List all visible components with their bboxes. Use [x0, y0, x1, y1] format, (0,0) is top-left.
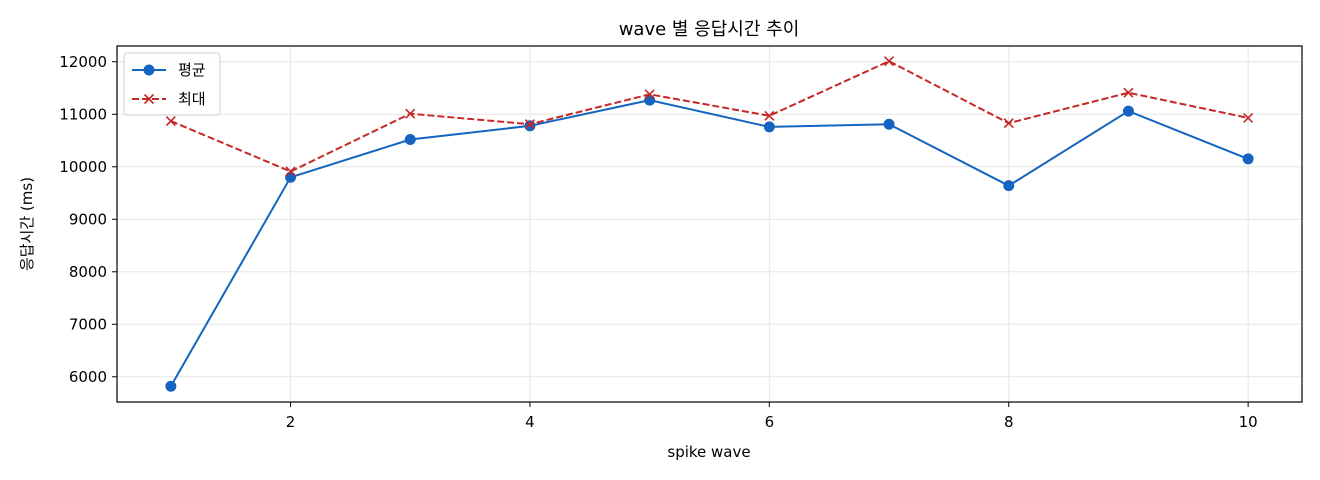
- series-line: [170, 60, 1249, 173]
- data-point: [1242, 153, 1254, 165]
- legend-entry: 평균: [132, 61, 206, 79]
- y-tick-label: 8000: [69, 263, 107, 281]
- y-tick-label: 12000: [59, 53, 107, 71]
- grid-lines: [117, 46, 1302, 402]
- x-axis: 2 4 6 8 10: [286, 402, 1258, 431]
- legend-marker: [143, 93, 155, 105]
- legend-label: 평균: [178, 61, 206, 79]
- y-tick-label: 6000: [69, 368, 107, 386]
- data-point: [1122, 105, 1134, 117]
- data-point: [165, 380, 177, 392]
- data-point: [524, 119, 536, 130]
- data-point: [1243, 112, 1254, 124]
- series-layer: [165, 56, 1254, 392]
- x-tick-label: 10: [1239, 413, 1258, 431]
- series-line: [170, 99, 1249, 387]
- data-point: [1003, 180, 1015, 192]
- data-point: [763, 121, 775, 133]
- series-2: [165, 56, 1254, 177]
- data-point: [165, 116, 176, 127]
- legend-label: 최대: [178, 90, 206, 108]
- data-point: [883, 118, 895, 130]
- x-axis-label: spike wave: [667, 443, 750, 461]
- legend-entry: 최대: [132, 90, 206, 108]
- data-point: [883, 56, 895, 67]
- data-point: [285, 166, 296, 177]
- y-tick-label: 10000: [59, 158, 107, 176]
- data-point: [1123, 87, 1134, 98]
- y-tick-label: 9000: [69, 210, 107, 228]
- x-tick-label: 4: [525, 413, 535, 431]
- data-point: [644, 89, 655, 100]
- data-point: [644, 94, 656, 106]
- y-axis-label: 응답시간 (ms): [18, 177, 36, 271]
- x-tick-label: 8: [1004, 413, 1014, 431]
- x-tick-label: 6: [765, 413, 775, 431]
- plot-frame: [116, 45, 1303, 403]
- y-axis: 6000 7000 8000 9000 10000 11000 12000: [59, 53, 117, 386]
- y-tick-label: 11000: [59, 105, 107, 123]
- data-point: [405, 108, 416, 119]
- chart-title: wave 별 응답시간 추이: [619, 19, 800, 40]
- series-1: [165, 94, 1254, 392]
- x-tick-label: 2: [286, 413, 296, 431]
- data-point: [285, 171, 297, 183]
- legend-marker: [143, 64, 155, 76]
- data-point: [1003, 118, 1014, 129]
- y-tick-label: 7000: [69, 315, 107, 333]
- data-point: [764, 110, 775, 121]
- data-point: [404, 133, 416, 145]
